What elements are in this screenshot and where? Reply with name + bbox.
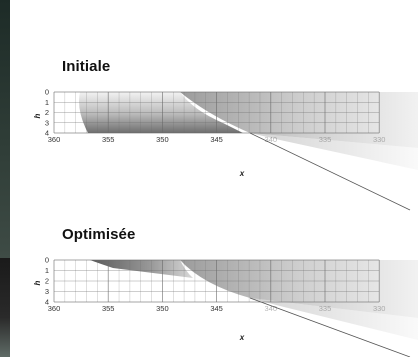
left-dark-edge — [0, 0, 10, 357]
y-tick-label: 3 — [45, 287, 49, 296]
optimized-far-shape — [250, 298, 418, 340]
x-axis-label: x — [239, 333, 245, 342]
y-tick-label: 3 — [45, 118, 49, 127]
shock-line — [249, 132, 411, 211]
shock-line — [249, 297, 411, 357]
x-tick-label: 330 — [373, 135, 386, 144]
panel-title: Initiale — [62, 58, 111, 75]
grid — [53, 91, 380, 134]
x-axis-label: x — [239, 169, 245, 178]
y-axis-label: h — [33, 113, 42, 118]
initial-far-shape — [250, 133, 418, 170]
x-tick-label: 335 — [319, 304, 332, 313]
x-tick-label: 340 — [265, 135, 278, 144]
x-tick-label: 330 — [373, 304, 386, 313]
x-tick-label: 360 — [48, 135, 61, 144]
figure-svg-optimisee: 360 355 350 345 340 335 330 01 23 4 x h — [33, 256, 418, 357]
x-tick-label: 345 — [210, 304, 223, 313]
y-tick-label: 1 — [45, 98, 49, 107]
y-tick-label: 4 — [45, 298, 49, 307]
optimized-wake-shape — [180, 260, 418, 318]
left-dark-edge-lower — [0, 258, 10, 357]
initial-wake-shape — [180, 92, 418, 148]
y-axis-label: h — [33, 280, 42, 285]
y-tick-label: 4 — [45, 129, 49, 138]
optimized-body-shape — [90, 260, 193, 278]
figure-panel-initiale: Initiale 360 355 350 345 340 — [18, 0, 418, 211]
panel-title: Optimisée — [62, 226, 136, 243]
x-tick-label: 350 — [156, 135, 169, 144]
x-tick-label: 355 — [102, 304, 115, 313]
x-tick-label: 340 — [265, 304, 278, 313]
x-tick-label: 335 — [319, 135, 332, 144]
y-tick-label: 2 — [45, 108, 49, 117]
x-tick-labels: 360 355 350 345 340 335 330 — [48, 304, 386, 313]
y-tick-label: 0 — [45, 256, 49, 265]
y-tick-label: 0 — [45, 88, 49, 97]
y-tick-label: 1 — [45, 266, 49, 275]
x-tick-labels: 360 355 350 345 340 335 330 — [48, 135, 386, 144]
grid — [53, 259, 380, 303]
x-tick-label: 360 — [48, 304, 61, 313]
y-tick-label: 2 — [45, 277, 49, 286]
x-tick-label: 355 — [102, 135, 115, 144]
x-tick-label: 350 — [156, 304, 169, 313]
x-tick-label: 345 — [210, 135, 223, 144]
y-tick-labels: 01 23 4 — [45, 256, 49, 307]
